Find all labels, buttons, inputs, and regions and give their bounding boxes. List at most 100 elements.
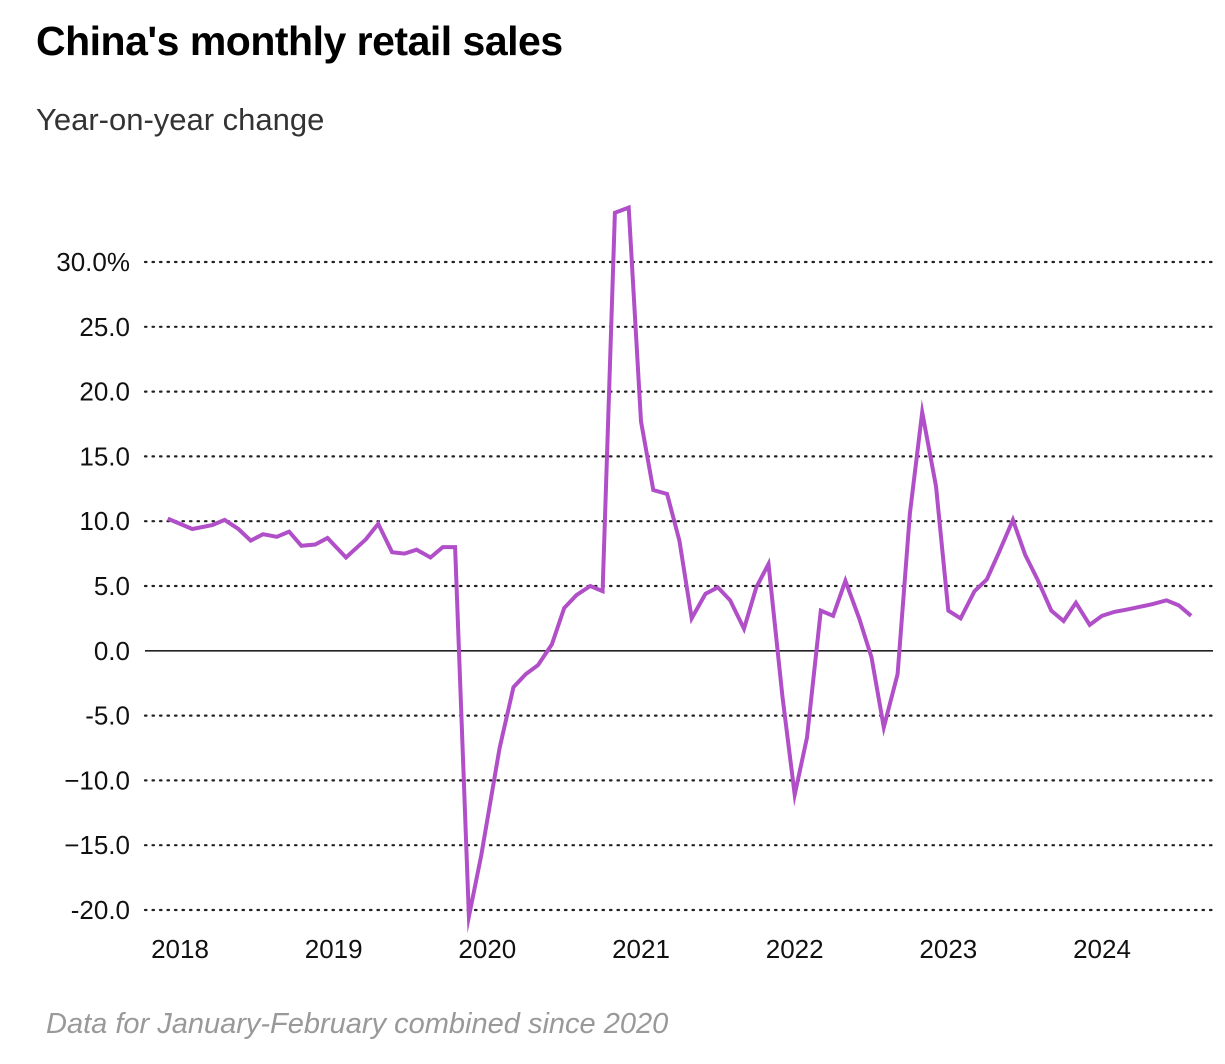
data-point [1062, 619, 1066, 623]
data-point [1165, 598, 1169, 602]
data-point [1088, 623, 1092, 627]
data-point [287, 530, 291, 534]
data-point [1126, 607, 1130, 611]
data-point [1035, 578, 1039, 582]
data-point [920, 410, 924, 414]
x-tick-label: 2021 [612, 934, 670, 964]
x-axis-ticks: 2018 2019 2020 2021 2022 2023 2024 [151, 934, 1131, 964]
series-line [166, 204, 1193, 934]
data-point [793, 793, 797, 797]
data-point [946, 609, 950, 613]
data-point [1100, 614, 1104, 618]
data-point [299, 544, 303, 548]
data-point [857, 616, 861, 620]
data-point [376, 522, 380, 526]
data-point [415, 548, 419, 552]
y-axis-ticks: 30.0% 25.0 20.0 15.0 10.0 5.0 0.0 -5.0 −10.0 −15.… [56, 247, 130, 925]
x-tick-label: 2019 [305, 934, 363, 964]
data-point [805, 736, 809, 740]
data-point [236, 527, 240, 531]
data-point [1074, 601, 1078, 605]
data-point [972, 589, 976, 593]
data-point [870, 655, 874, 659]
data-point [313, 543, 317, 547]
data-point [908, 511, 912, 515]
data-point [677, 539, 681, 543]
data-point [1049, 609, 1053, 613]
y-tick-label: −15.0 [64, 830, 130, 860]
y-tick-label: 15.0 [79, 441, 130, 471]
footnote: Data for January-February combined since… [46, 1008, 669, 1040]
data-point [166, 517, 170, 521]
data-point [780, 694, 784, 698]
data-point [1112, 610, 1116, 614]
data-point [716, 585, 720, 589]
data-point [562, 606, 566, 610]
y-tick-label: 20.0 [79, 377, 130, 407]
data-point [985, 578, 989, 582]
data-point [441, 545, 445, 549]
y-tick-label: 25.0 [79, 312, 130, 342]
data-point [1177, 603, 1181, 607]
data-point [550, 642, 554, 646]
data-point [665, 492, 669, 496]
data-point [613, 211, 617, 215]
data-point [882, 725, 886, 729]
data-point [524, 672, 528, 676]
data-point [627, 206, 631, 210]
data-point [190, 527, 194, 531]
data-point [223, 518, 227, 522]
data-point [767, 562, 771, 566]
data-point [574, 593, 578, 597]
data-point [1011, 518, 1015, 522]
data-point [651, 488, 655, 492]
data-point [728, 598, 732, 602]
y-tick-label: 5.0 [94, 571, 130, 601]
data-point [275, 535, 279, 539]
data-point [498, 746, 502, 750]
y-tick-label: −10.0 [64, 765, 130, 795]
data-point [467, 914, 471, 918]
data-point [959, 616, 963, 620]
data-point [754, 585, 758, 589]
data-point [1151, 602, 1155, 606]
y-tick-label: -5.0 [85, 701, 130, 731]
data-point [390, 550, 394, 554]
data-point [249, 539, 253, 543]
data-point [261, 532, 265, 536]
data-point [428, 555, 432, 559]
data-point [364, 537, 368, 541]
data-point [1189, 614, 1193, 618]
x-tick-label: 2020 [458, 934, 516, 964]
x-tick-label: 2023 [919, 934, 977, 964]
data-point [402, 552, 406, 556]
data-point [831, 614, 835, 618]
data-point [344, 555, 348, 559]
data-point [453, 545, 457, 549]
data-point [742, 627, 746, 631]
data-point [690, 616, 694, 620]
data-point [639, 419, 643, 423]
data-point [601, 589, 605, 593]
gridlines [143, 260, 1215, 912]
data-point [511, 685, 515, 689]
data-point [934, 484, 938, 488]
data-point [997, 550, 1001, 554]
x-tick-label: 2022 [766, 934, 824, 964]
data-point [210, 523, 214, 527]
data-point [479, 854, 483, 858]
data-point [326, 536, 330, 540]
data-point [843, 579, 847, 583]
data-point [704, 592, 708, 596]
y-tick-label: 30.0% [56, 247, 130, 277]
data-point [588, 584, 592, 588]
data-point [536, 663, 540, 667]
data-point [896, 672, 900, 676]
series-layer [166, 204, 1193, 934]
y-tick-label: 0.0 [94, 636, 130, 666]
data-point [1138, 605, 1142, 609]
x-tick-label: 2018 [151, 934, 209, 964]
chart-title: China's monthly retail sales [36, 18, 563, 64]
data-point [1023, 553, 1027, 557]
